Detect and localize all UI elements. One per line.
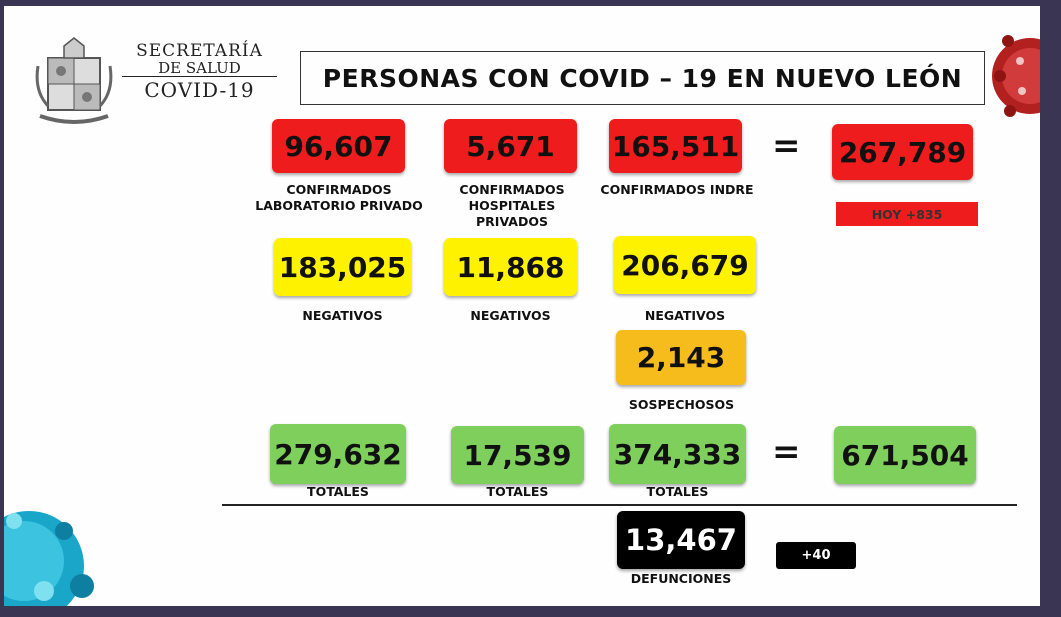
coronavirus-icon: [992, 35, 1040, 117]
label-negatives-private-hospitals: NEGATIVOS: [470, 308, 551, 323]
confirmed-total-value: 267,789: [832, 124, 973, 180]
deaths-value: 13,467: [617, 511, 745, 569]
virus-cells-icon: [4, 511, 94, 606]
label-totals-indre: TOTALES: [646, 484, 709, 499]
label-confirmed-private-hospitals: CONFIRMADOS HOSPITALES PRIVADOS: [432, 182, 592, 230]
equals-sign-confirmed: =: [772, 126, 801, 166]
secretaria-logo: SECRETARÍA DE SALUD COVID-19: [34, 36, 277, 126]
separator-line: [222, 504, 1017, 506]
de-salud-line: DE SALUD: [122, 60, 277, 77]
confirmed-private-hospitals-value: 5,671: [444, 119, 577, 173]
totals-private-lab-value: 279,632: [270, 424, 406, 484]
coat-of-arms-icon: [35, 37, 113, 124]
negatives-private-hospitals-value: 11,868: [444, 238, 577, 296]
negatives-indre-value: 206,679: [614, 236, 756, 294]
confirmed-today-badge: HOY +835: [836, 202, 978, 226]
label-deaths: DEFUNCIONES: [630, 571, 732, 586]
confirmed-indre-value: 165,511: [609, 119, 742, 173]
label-line-1: CONFIRMADOS: [286, 182, 392, 197]
label-negatives-private-lab: NEGATIVOS: [302, 308, 383, 323]
confirmed-private-lab-value: 96,607: [272, 119, 405, 173]
label-line-1: CONFIRMADOS: [459, 182, 565, 197]
secretaria-text: SECRETARÍA DE SALUD COVID-19: [122, 42, 277, 103]
page-title: PERSONAS CON COVID – 19 EN NUEVO LEÓN: [300, 51, 985, 105]
totals-private-hospitals-value: 17,539: [451, 426, 584, 484]
label-negatives-indre: NEGATIVOS: [644, 308, 726, 323]
suspects-value: 2,143: [616, 330, 746, 385]
slide: SECRETARÍA DE SALUD COVID-19 PERSONAS CO…: [4, 6, 1040, 606]
equals-sign-totals: =: [772, 432, 801, 472]
secretaria-line: SECRETARÍA: [136, 41, 263, 61]
grand-total-value: 671,504: [834, 426, 976, 484]
totals-indre-value: 374,333: [609, 424, 746, 484]
label-totals-private-lab: TOTALES: [307, 484, 369, 499]
deaths-today-badge: +40: [776, 542, 856, 569]
covid-line: COVID-19: [144, 78, 255, 102]
label-suspects: SOSPECHOSOS: [628, 397, 735, 412]
label-line-2: LABORATORIO PRIVADO: [255, 198, 423, 213]
label-totals-private-hospitals: TOTALES: [486, 484, 549, 499]
label-confirmed-indre: CONFIRMADOS INDRE: [600, 182, 754, 197]
label-line-2: HOSPITALES PRIVADOS: [468, 198, 556, 229]
label-confirmed-private-lab: CONFIRMADOS LABORATORIO PRIVADO: [254, 182, 424, 214]
negatives-private-lab-value: 183,025: [274, 238, 411, 296]
